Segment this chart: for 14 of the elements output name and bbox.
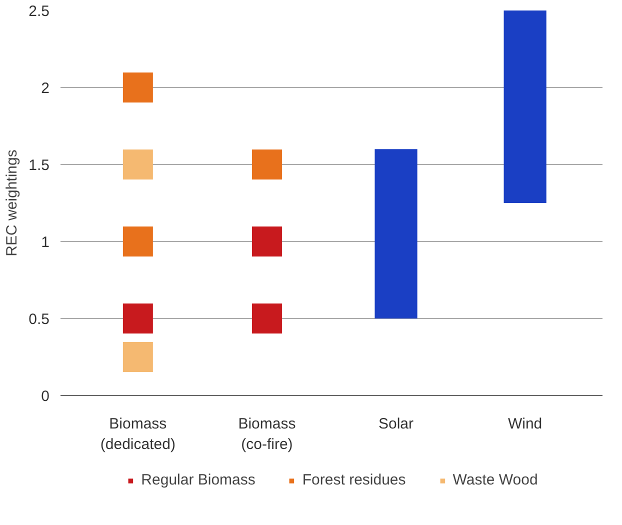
legend-label: Forest residues	[302, 472, 406, 488]
y-tick-label: 2	[41, 80, 50, 97]
x-tick-label: Biomass (co-fire)	[238, 416, 296, 453]
legend-label: Regular Biomass	[141, 472, 256, 488]
legend-label: Waste Wood	[452, 472, 538, 488]
y-axis-title: REC weightings	[4, 150, 21, 256]
x-tick-label: Wind	[508, 416, 542, 432]
x-tick-label: Solar	[378, 416, 414, 432]
x-tick-label: Biomass (dedicated)	[100, 416, 176, 453]
y-tick-label: 2.5	[28, 3, 50, 20]
y-tick-label: 1	[41, 234, 50, 251]
y-tick-label: 0	[41, 388, 50, 405]
y-tick-label: 1.5	[28, 157, 50, 174]
y-tick-label: 0.5	[28, 311, 50, 328]
